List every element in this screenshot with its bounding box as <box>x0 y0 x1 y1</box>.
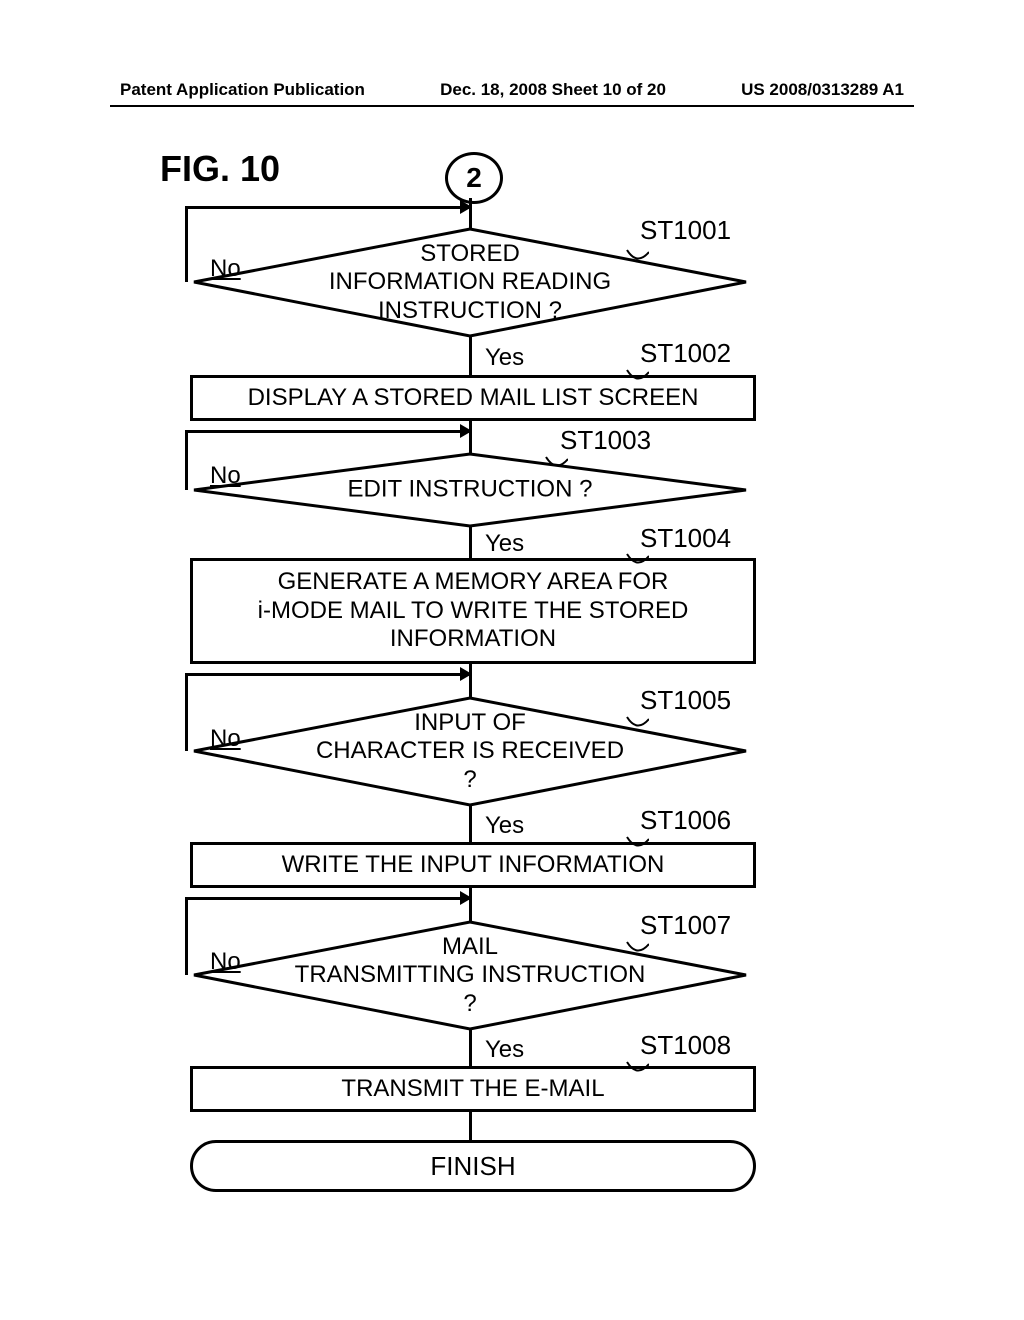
loop-arrow-st1007 <box>460 891 472 905</box>
step-label-st1003: ST1003 <box>560 425 651 456</box>
line-st1003-st1004 <box>469 526 472 559</box>
yes-label-st1005: Yes <box>485 812 524 840</box>
tick-st1005 <box>625 715 649 735</box>
page-header: Patent Application Publication Dec. 18, … <box>0 80 1024 100</box>
decision-st1003: EDIT INSTRUCTION ? <box>190 450 750 530</box>
loop-v-st1005 <box>185 673 188 751</box>
process-st1004: GENERATE A MEMORY AREA FOR i-MODE MAIL T… <box>190 558 756 664</box>
tick-st1004 <box>625 552 649 572</box>
figure-title: FIG. 10 <box>160 148 280 190</box>
loop-h-st1007 <box>185 897 471 900</box>
process-st1006-text: WRITE THE INPUT INFORMATION <box>282 851 665 880</box>
tick-st1006 <box>625 835 649 855</box>
no-label-st1007: No <box>210 948 241 976</box>
step-label-st1002: ST1002 <box>640 338 731 369</box>
yes-label-st1007: Yes <box>485 1036 524 1064</box>
loop-h-st1003 <box>185 430 471 433</box>
process-st1008-text: TRANSMIT THE E-MAIL <box>341 1075 604 1104</box>
loop-h-st1001 <box>185 206 471 209</box>
yes-label-st1001: Yes <box>485 344 524 372</box>
start-connector: 2 <box>445 152 503 204</box>
loop-arrow-st1005 <box>460 667 472 681</box>
no-label-st1003: No <box>210 462 241 490</box>
process-st1002: DISPLAY A STORED MAIL LIST SCREEN <box>190 375 756 421</box>
no-label-st1001: No <box>210 255 241 283</box>
step-label-st1006: ST1006 <box>640 805 731 836</box>
line-st1007-st1008 <box>469 1029 472 1067</box>
process-st1004-text: GENERATE A MEMORY AREA FOR i-MODE MAIL T… <box>258 568 689 654</box>
step-label-st1005: ST1005 <box>640 685 731 716</box>
tick-st1007 <box>625 940 649 960</box>
loop-v-st1007 <box>185 897 188 975</box>
terminal-finish: FINISH <box>190 1140 756 1192</box>
loop-h-st1005 <box>185 673 471 676</box>
no-label-st1005: No <box>210 725 241 753</box>
header-left: Patent Application Publication <box>120 80 365 100</box>
process-st1006: WRITE THE INPUT INFORMATION <box>190 842 756 888</box>
line-st1008-finish <box>469 1109 472 1141</box>
step-label-st1001: ST1001 <box>640 215 731 246</box>
loop-v-st1003 <box>185 430 188 490</box>
line-st1005-st1006 <box>469 805 472 843</box>
yes-label-st1003: Yes <box>485 530 524 558</box>
loop-arrow-st1001 <box>460 200 472 214</box>
loop-v-st1001 <box>185 206 188 282</box>
tick-st1008 <box>625 1060 649 1080</box>
step-label-st1007: ST1007 <box>640 910 731 941</box>
header-right: US 2008/0313289 A1 <box>741 80 904 100</box>
line-st1001-st1002 <box>469 336 472 376</box>
start-connector-label: 2 <box>466 162 482 194</box>
step-label-st1004: ST1004 <box>640 523 731 554</box>
header-center: Dec. 18, 2008 Sheet 10 of 20 <box>440 80 666 100</box>
finish-label: FINISH <box>430 1151 515 1182</box>
header-rule <box>110 105 914 107</box>
tick-st1002 <box>625 368 649 388</box>
step-label-st1008: ST1008 <box>640 1030 731 1061</box>
loop-arrow-st1003 <box>460 424 472 438</box>
tick-st1003 <box>544 455 568 475</box>
tick-st1001 <box>625 248 649 268</box>
process-st1008: TRANSMIT THE E-MAIL <box>190 1066 756 1112</box>
